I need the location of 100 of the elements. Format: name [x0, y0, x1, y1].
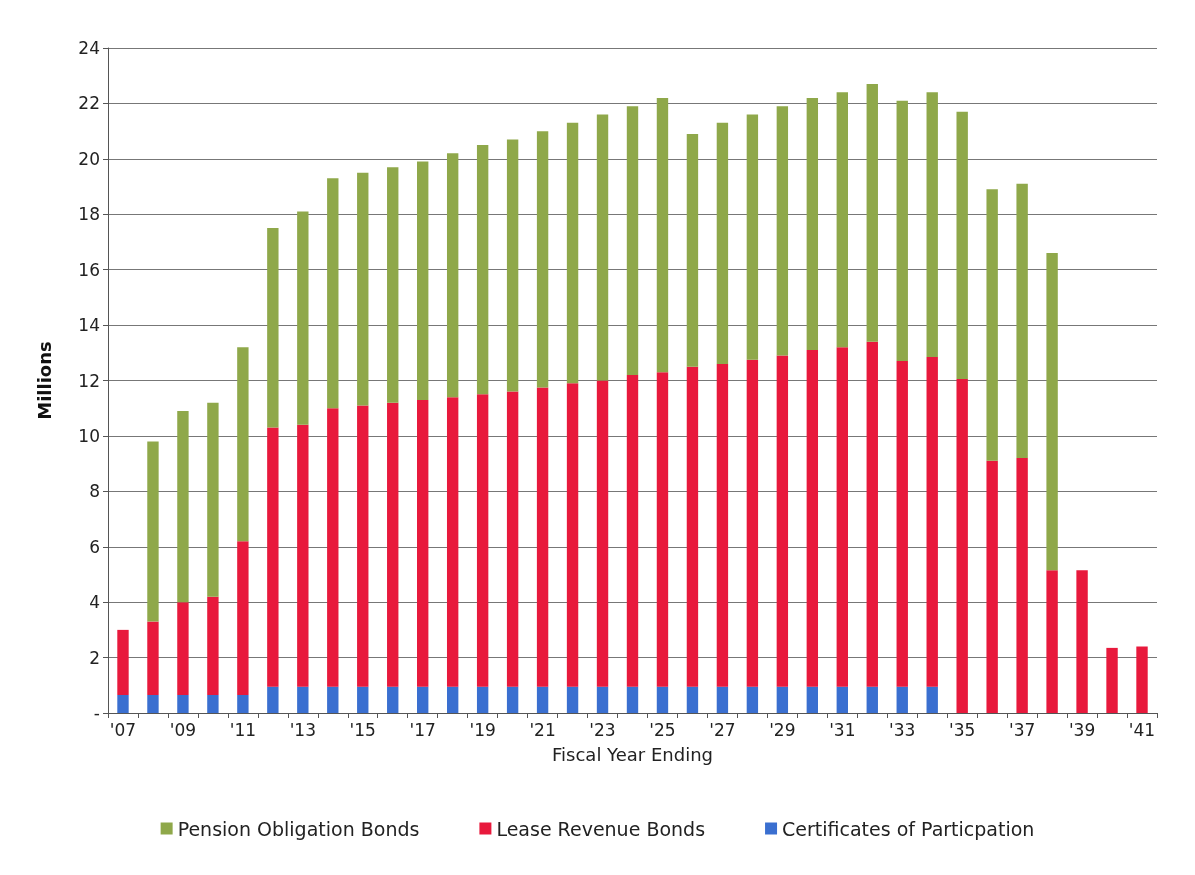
x-tick-label: '19: [469, 719, 496, 740]
bar: [716, 363, 729, 687]
x-tick-label: '41: [1128, 719, 1156, 740]
bar: [956, 379, 968, 713]
y-tick-label: 12: [78, 370, 100, 391]
bar: [207, 402, 219, 597]
bar: [476, 144, 489, 395]
bar: [536, 387, 549, 687]
bar: [357, 686, 369, 713]
bar: [656, 97, 669, 373]
bar: [596, 686, 609, 713]
x-tick-label: '27: [709, 719, 736, 740]
bar: [656, 686, 669, 713]
bar: [746, 686, 759, 713]
x-tick-label: '11: [229, 719, 257, 740]
bar: [536, 686, 549, 713]
bar: [776, 686, 789, 713]
bar: [866, 686, 878, 713]
bar: [836, 347, 848, 687]
x-tick-label: '15: [349, 719, 376, 740]
bar: [476, 394, 489, 687]
y-tick-label: 2: [89, 647, 100, 668]
bar: [686, 366, 699, 687]
bar: [177, 602, 189, 695]
bar: [1016, 458, 1028, 713]
bar: [177, 694, 189, 713]
bar: [267, 686, 279, 713]
bar: [1016, 183, 1028, 459]
bar: [327, 408, 339, 687]
y-tick-label: 24: [78, 38, 100, 58]
bar: [297, 424, 309, 687]
y-tick-label: 18: [78, 204, 100, 225]
x-tick-label: '09: [169, 719, 197, 740]
bar: [896, 361, 908, 687]
bar: [626, 686, 639, 713]
bar: [237, 347, 249, 542]
bar: [716, 122, 729, 364]
legend-label: Certificates of Particpation: [782, 817, 1035, 840]
bar: [147, 441, 159, 622]
x-tick-label: '35: [949, 719, 976, 740]
bar: [267, 228, 279, 428]
bar: [267, 427, 279, 687]
bar: [866, 341, 878, 687]
y-tick-label: 6: [89, 536, 100, 557]
x-tick-label: '13: [289, 719, 316, 740]
bar: [926, 686, 938, 713]
bar: [357, 172, 369, 406]
x-tick-label: '25: [649, 719, 676, 740]
bar: [896, 100, 908, 362]
x-tick-label: '07: [109, 719, 137, 740]
bar: [417, 399, 429, 687]
bar: [566, 686, 579, 713]
bar: [986, 460, 998, 713]
bar: [117, 694, 129, 713]
bar: [327, 686, 339, 713]
bar: [147, 694, 159, 713]
bar: [506, 139, 519, 392]
bar: [1046, 570, 1058, 713]
bar: [746, 114, 759, 360]
bar: [566, 383, 579, 687]
bar: [1136, 646, 1148, 713]
bar: [446, 686, 459, 713]
x-tick-label: '31: [829, 719, 856, 740]
bar: [417, 161, 429, 400]
bar: [806, 97, 819, 351]
bar: [776, 355, 789, 687]
bar: [596, 114, 609, 381]
bar: [327, 178, 339, 409]
bar: [1106, 647, 1118, 713]
bar: [417, 686, 429, 713]
bar: [566, 122, 579, 384]
bar: [596, 380, 609, 687]
bar: [117, 629, 129, 695]
bar: [357, 405, 369, 687]
y-tick-label: 14: [78, 315, 100, 336]
y-tick-label: 8: [89, 481, 100, 502]
bar: [387, 167, 399, 403]
y-tick-label: 20: [78, 148, 100, 169]
bar: [446, 153, 459, 398]
y-tick-label: 4: [89, 592, 100, 613]
bar: [896, 686, 908, 713]
bar: [776, 106, 789, 356]
bar: [866, 84, 878, 342]
bar: [177, 410, 189, 603]
bar: [1076, 570, 1088, 713]
bar: [1046, 253, 1058, 571]
x-tick-label: '23: [589, 719, 616, 740]
x-tick-label: '39: [1068, 719, 1096, 740]
bar: [836, 686, 848, 713]
bar: [297, 686, 309, 713]
bar: [387, 402, 399, 687]
bar: [147, 621, 159, 695]
bar: [207, 694, 219, 713]
bar: [446, 397, 459, 687]
bar: [476, 686, 489, 713]
bar: [806, 686, 819, 713]
bar: [986, 189, 998, 461]
bar: [716, 686, 729, 713]
bar: [956, 111, 968, 380]
legend-label: Pension Obligation Bonds: [177, 817, 420, 840]
